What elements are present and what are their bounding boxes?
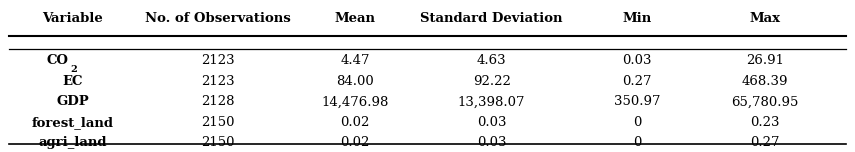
Text: 2123: 2123: [201, 75, 235, 88]
Text: GDP: GDP: [56, 95, 89, 108]
Text: Min: Min: [622, 12, 652, 25]
Text: 26.91: 26.91: [746, 54, 784, 67]
Text: 2128: 2128: [201, 95, 235, 108]
Text: EC: EC: [62, 75, 83, 88]
Text: 0.27: 0.27: [622, 75, 652, 88]
Text: 0.27: 0.27: [751, 136, 780, 149]
Text: 2150: 2150: [201, 116, 235, 129]
Text: 4.63: 4.63: [477, 54, 506, 67]
Text: Max: Max: [750, 12, 781, 25]
Text: 0.03: 0.03: [622, 54, 652, 67]
Text: 92.22: 92.22: [473, 75, 510, 88]
Text: agri_land: agri_land: [38, 136, 107, 149]
Text: 0: 0: [633, 116, 641, 129]
Text: CO: CO: [46, 54, 68, 67]
Text: 0.02: 0.02: [340, 116, 369, 129]
Text: 2123: 2123: [201, 54, 235, 67]
Text: No. of Observations: No. of Observations: [145, 12, 291, 25]
Text: 0.03: 0.03: [477, 136, 506, 149]
Text: 65,780.95: 65,780.95: [732, 95, 799, 108]
Text: 468.39: 468.39: [742, 75, 788, 88]
Text: 2150: 2150: [201, 136, 235, 149]
Text: 350.97: 350.97: [614, 95, 660, 108]
Text: forest_land: forest_land: [32, 116, 114, 129]
Text: 0.03: 0.03: [477, 116, 506, 129]
Text: 0: 0: [633, 136, 641, 149]
Text: 13,398.07: 13,398.07: [458, 95, 525, 108]
Text: 84.00: 84.00: [336, 75, 374, 88]
Text: 2: 2: [70, 65, 77, 74]
Text: 0.23: 0.23: [751, 116, 780, 129]
Text: 0.02: 0.02: [340, 136, 369, 149]
Text: 14,476.98: 14,476.98: [321, 95, 388, 108]
Text: Mean: Mean: [334, 12, 375, 25]
Text: Standard Deviation: Standard Deviation: [421, 12, 563, 25]
Text: 4.47: 4.47: [340, 54, 369, 67]
Text: Variable: Variable: [42, 12, 103, 25]
